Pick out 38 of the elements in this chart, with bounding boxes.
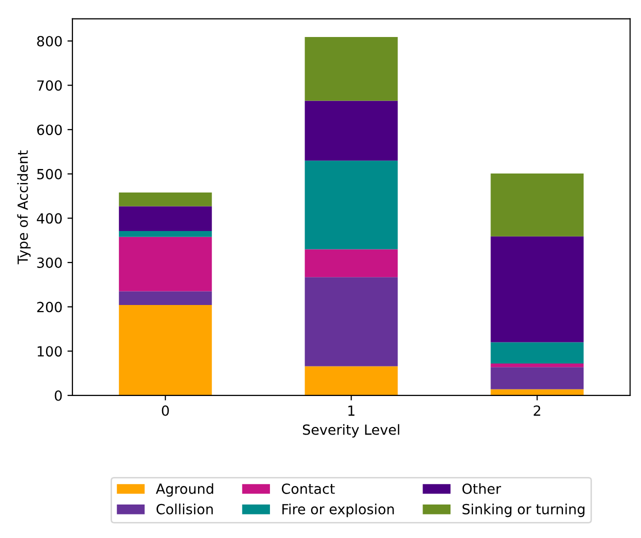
bar <box>118 291 212 306</box>
bar <box>490 389 584 396</box>
legend-label: Aground <box>156 483 214 497</box>
x-tick-label: 1 <box>348 406 354 416</box>
bar <box>304 36 398 101</box>
bar <box>304 249 398 278</box>
bar <box>490 364 584 368</box>
legend-label: Fire or explosion <box>282 504 394 518</box>
legend-label: Collision <box>156 504 213 514</box>
x-tick-label: 0 <box>162 405 169 416</box>
y-tick-label: 700 <box>37 80 62 91</box>
x-axis-title: Severity Level <box>302 424 400 438</box>
y-tick-label: 100 <box>38 346 62 357</box>
y-tick-label: 200 <box>37 302 62 312</box>
bar <box>304 160 398 250</box>
bar <box>118 236 212 292</box>
bar <box>490 173 584 236</box>
bar <box>118 305 212 396</box>
legend-label: Other <box>462 483 502 494</box>
y-axis-title: Type of Accident <box>17 150 31 264</box>
y-tick-label: 800 <box>37 36 62 46</box>
bar <box>304 100 398 161</box>
y-tick-label: 300 <box>37 257 62 268</box>
bar <box>490 367 584 390</box>
bar <box>490 342 584 364</box>
y-tick-label: 0 <box>54 390 62 401</box>
bar <box>304 366 398 396</box>
legend-label: Sinking or turning <box>462 504 584 518</box>
y-tick-label: 500 <box>37 168 62 180</box>
bar <box>118 206 212 232</box>
y-tick-label: 400 <box>36 213 62 224</box>
y-tick-label: 600 <box>37 124 62 136</box>
bar <box>304 277 398 366</box>
bar <box>118 231 212 237</box>
legend-label: Contact <box>282 483 335 494</box>
bar <box>118 192 212 206</box>
x-tick-label: 2 <box>534 405 540 416</box>
bar <box>490 236 584 342</box>
